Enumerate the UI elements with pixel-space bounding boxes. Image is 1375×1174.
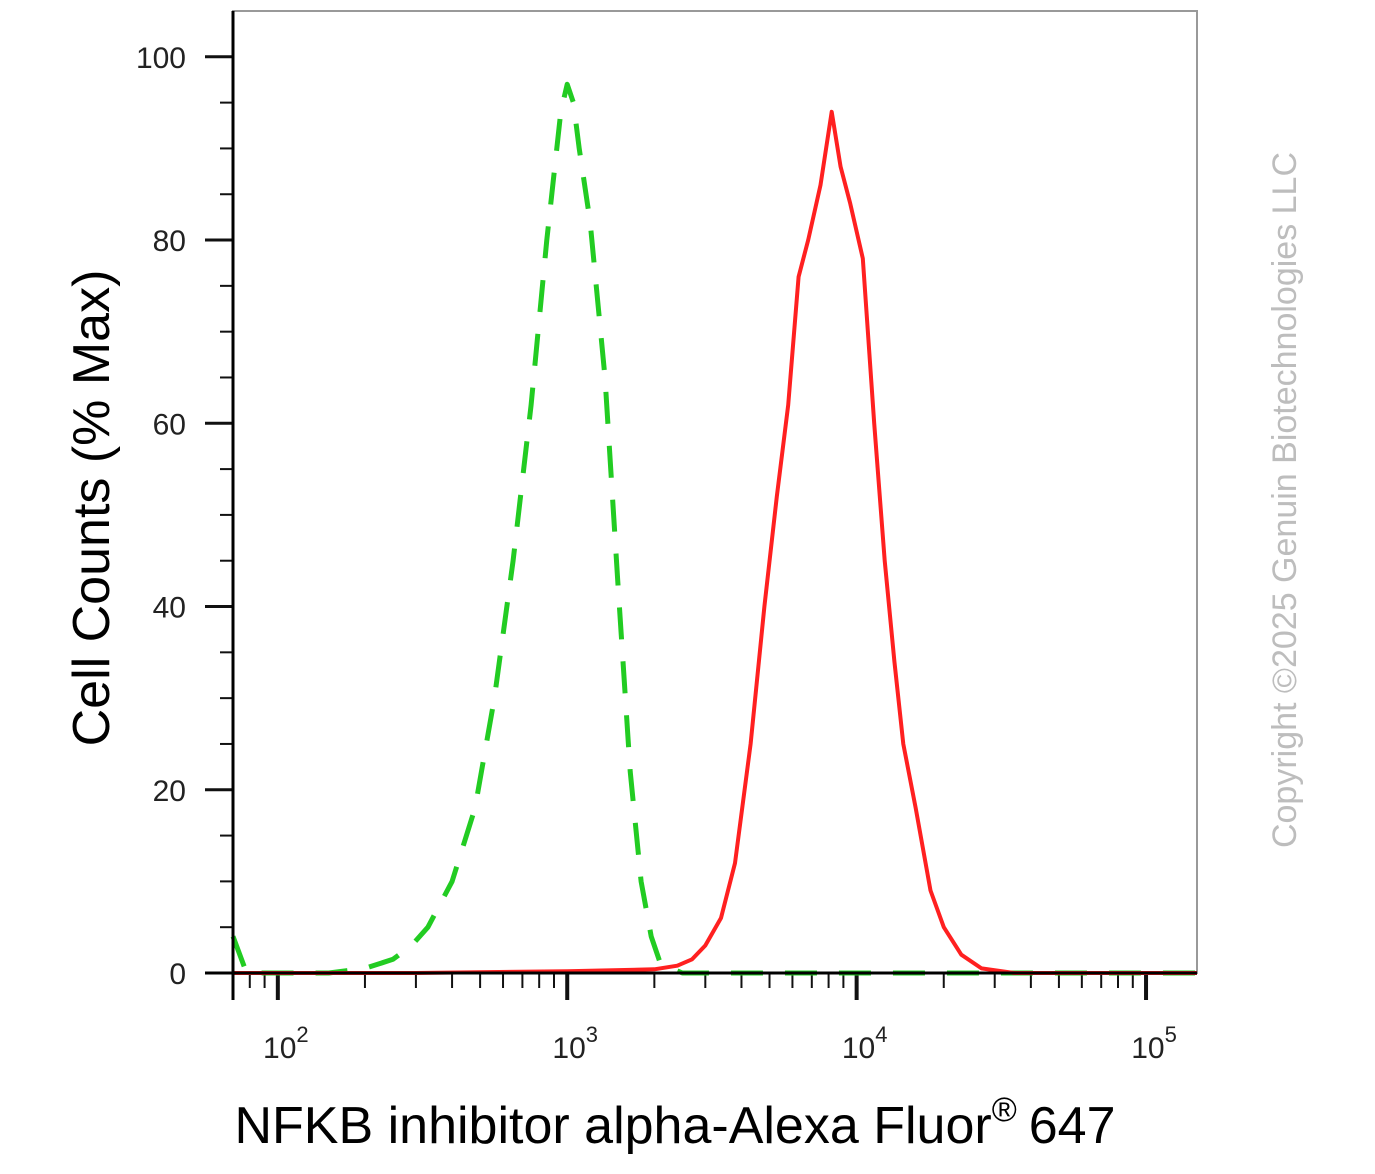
x-axis-title-suffix: 647 — [1029, 1097, 1116, 1155]
x-tick-label: 104 — [842, 1022, 888, 1065]
x-axis-title-main: NFKB inhibitor alpha-Alexa Fluor — [234, 1097, 991, 1155]
series-line-1 — [230, 81, 1197, 976]
series-layer — [230, 81, 1197, 976]
copyright-watermark: Copyright ©2025 Genuin Biotechnologies L… — [1266, 152, 1304, 848]
x-axis-title-superscript: ® — [992, 1091, 1017, 1129]
y-axis-title: Cell Counts (% Max) — [63, 270, 121, 747]
y-tick-label: 60 — [153, 408, 186, 441]
series-line-2 — [233, 109, 1197, 975]
y-axis: 0 20 40 60 80 100 — [136, 42, 233, 991]
x-tick-label: 102 — [263, 1022, 309, 1065]
plot-frame — [232, 10, 1198, 974]
y-tick-label: 80 — [153, 225, 186, 258]
y-tick-label: 0 — [169, 958, 186, 991]
x-axis: 102 103 104 105 — [232, 973, 1177, 1065]
y-tick-label: 20 — [153, 775, 186, 808]
x-axis-title: NFKB inhibitor alpha-Alexa Fluor® 647 — [234, 1091, 1115, 1155]
y-tick-label: 100 — [136, 42, 186, 75]
y-tick-label: 40 — [153, 592, 186, 625]
x-tick-label: 103 — [552, 1022, 598, 1065]
x-tick-label: 105 — [1131, 1022, 1177, 1065]
